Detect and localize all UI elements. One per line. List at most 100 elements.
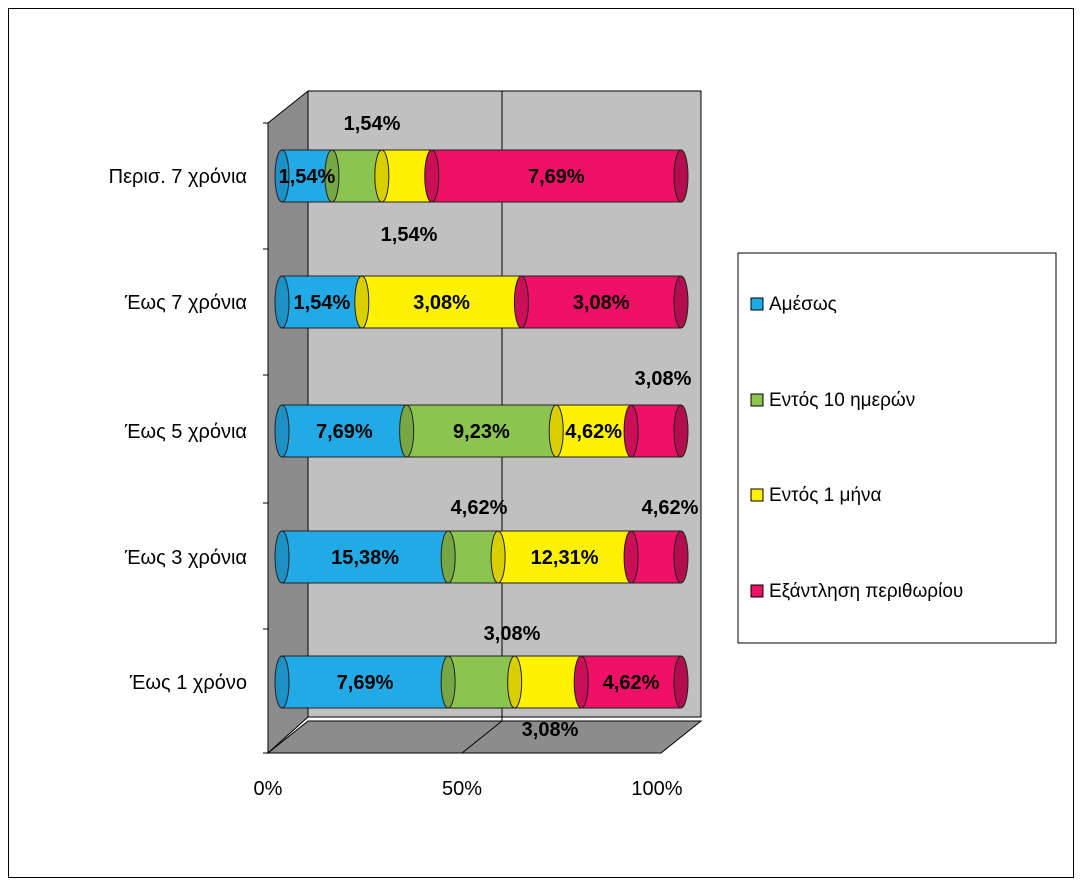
bar-segment <box>274 530 449 584</box>
bar-segment <box>573 655 689 709</box>
bar-seam <box>399 404 415 458</box>
bar-seam <box>548 404 564 458</box>
data-label: 4,62% <box>642 497 699 519</box>
bar-body <box>281 149 333 203</box>
bar-segment <box>623 530 689 584</box>
data-label: 1,54% <box>344 113 401 135</box>
bar-segment <box>354 275 522 329</box>
data-label: 3,08% <box>522 719 579 741</box>
data-label: 1,54% <box>279 166 336 188</box>
category-label: Έως 1 χρόνο <box>129 672 247 694</box>
data-label: 3,08% <box>635 368 692 390</box>
data-label: 3,08% <box>484 623 541 645</box>
category-label: Έως 5 χρόνια <box>124 421 247 443</box>
bar-segment <box>548 404 632 458</box>
data-label: 3,08% <box>413 292 470 314</box>
bar-body <box>431 149 682 203</box>
floor <box>266 720 703 754</box>
bar-body <box>630 530 682 584</box>
bar-cap <box>673 404 689 458</box>
category-labels: Έως 1 χρόνο Έως 3 χρόνια Έως 5 χρόνια Έως 7… <box>109 166 247 694</box>
legend-item: Εντός 1 μήνα <box>750 485 882 506</box>
data-label: 12,31% <box>531 547 599 569</box>
bar-seam <box>424 149 440 203</box>
legend-item: Εντός 10 ημερών <box>750 390 915 411</box>
bar-seam <box>354 275 370 329</box>
bar-body <box>331 149 383 203</box>
legend-item: Αμέσως <box>750 294 837 315</box>
bar-segment <box>424 149 689 203</box>
x-tick-label: 0% <box>254 778 283 800</box>
bar-segment <box>507 655 582 709</box>
bar-cap <box>673 530 689 584</box>
data-label: 3,08% <box>573 292 630 314</box>
bar-cap <box>673 149 689 203</box>
bar-series <box>274 149 689 709</box>
x-axis-ticks: 0% 50% 100% <box>254 778 683 800</box>
data-labels: 7,69% 3,08% 3,08% 4,62% 15,38% 4,62% 12,31% 4,6… <box>279 113 699 741</box>
bar-segment <box>440 655 516 709</box>
data-label: 4,62% <box>603 672 660 694</box>
bar-segment <box>440 530 499 584</box>
legend-swatch <box>750 297 764 311</box>
gridline-50-floor <box>461 720 503 754</box>
bar-cap <box>673 655 689 709</box>
bar-segment <box>399 404 557 458</box>
stacked-bar-chart: 0% 50% 100% Έως 1 χρόνο Έως 3 χρόνια Έως 5 χ… <box>109 89 1057 800</box>
x-tick-label: 100% <box>631 778 682 800</box>
bar-segment <box>324 149 383 203</box>
bar-segment <box>274 275 363 329</box>
bar-body <box>381 149 433 203</box>
bar-body <box>580 655 682 709</box>
bar-seam <box>274 404 290 458</box>
legend-swatch <box>750 488 764 502</box>
data-label: 7,69% <box>316 421 373 443</box>
bar-seam <box>374 149 390 203</box>
bar-segment <box>513 275 689 329</box>
bar-seam <box>274 275 290 329</box>
bar-seam <box>440 530 456 584</box>
data-label: 4,62% <box>565 421 622 443</box>
bar-body <box>406 404 557 458</box>
bar-body <box>514 655 582 709</box>
legend-label: Εντός 10 ημερών <box>769 390 915 411</box>
bar-seam <box>513 275 529 329</box>
bar-body <box>281 404 408 458</box>
bar-seam <box>623 404 639 458</box>
bar-seam <box>507 655 523 709</box>
bar-body <box>361 275 522 329</box>
category-label: Περισ. 7 χρόνια <box>109 166 247 188</box>
bar-segment <box>623 404 689 458</box>
bar-cap <box>673 275 689 329</box>
bar-body <box>281 530 449 584</box>
bar-segment <box>374 149 433 203</box>
legend-item: Εξάντληση περιθωρίου <box>750 581 963 602</box>
data-label: 7,69% <box>528 166 585 188</box>
bar-seam <box>623 530 639 584</box>
bar-body <box>447 530 499 584</box>
bar-body <box>630 404 682 458</box>
chart-frame: 0% 50% 100% Έως 1 χρόνο Έως 3 χρόνια Έως 5 χ… <box>8 8 1074 878</box>
bar-seam <box>274 655 290 709</box>
category-label: Έως 3 χρόνια <box>124 547 247 569</box>
bar-body <box>447 655 516 709</box>
legend-label: Εξάντληση περιθωρίου <box>769 581 963 602</box>
bar-body <box>281 275 363 329</box>
bar-body <box>281 655 449 709</box>
bar-seam <box>324 149 340 203</box>
bar-segment <box>274 149 333 203</box>
bar-segment <box>274 655 449 709</box>
data-label: 1,54% <box>294 292 351 314</box>
legend-swatch <box>750 584 764 598</box>
data-label: 7,69% <box>337 672 394 694</box>
legend-label: Εντός 1 μήνα <box>769 485 882 506</box>
data-label: 15,38% <box>331 547 399 569</box>
legend-swatch <box>750 393 764 407</box>
data-label: 1,54% <box>381 224 438 246</box>
bar-seam <box>274 149 290 203</box>
bar-seam <box>274 530 290 584</box>
category-label: Έως 7 χρόνια <box>124 292 247 314</box>
bar-seam <box>490 530 506 584</box>
bar-seam <box>573 655 589 709</box>
legend-label: Αμέσως <box>769 294 837 315</box>
